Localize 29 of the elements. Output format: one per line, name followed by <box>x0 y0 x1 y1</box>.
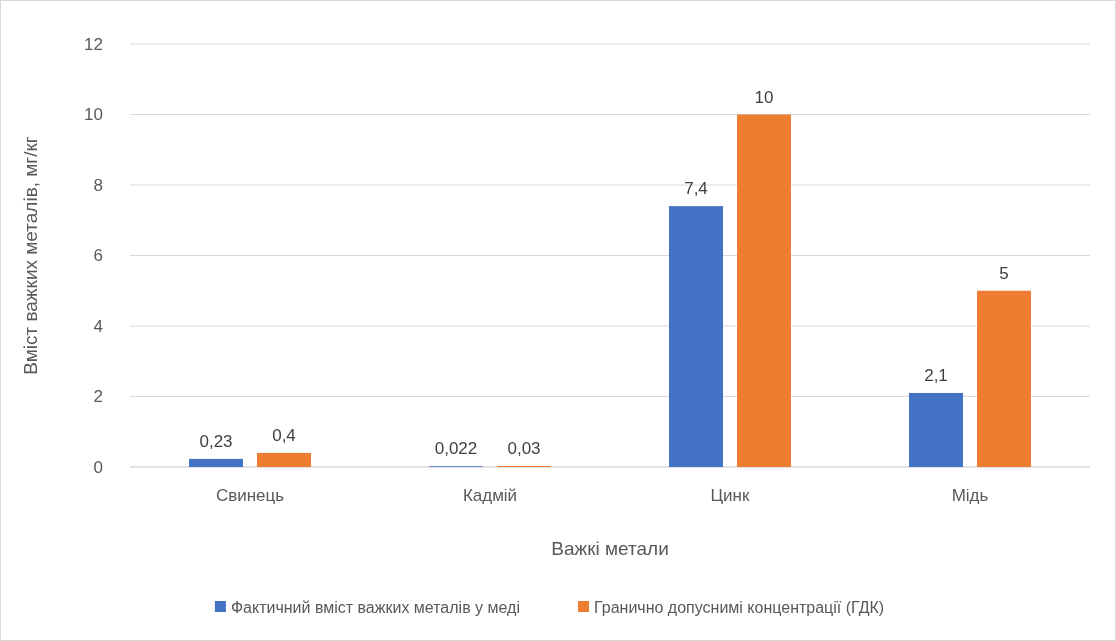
data-label: 0,022 <box>434 439 478 459</box>
data-label: 0,23 <box>199 431 233 451</box>
data-label: 0,4 <box>272 425 296 445</box>
data-label: 10 <box>754 87 774 107</box>
y-tick-label: 4 <box>93 316 103 336</box>
data-label: 5 <box>999 263 1009 283</box>
x-axis-title: Важкі метали <box>551 538 669 559</box>
x-tick-label: Мідь <box>951 486 989 505</box>
bar <box>737 114 791 467</box>
data-label: 0,03 <box>507 438 541 458</box>
y-tick-label: 0 <box>93 457 103 477</box>
y-tick-label: 6 <box>93 246 103 266</box>
legend-label: Гранично допуснимі концентрації (ГДК) <box>594 598 885 616</box>
legend-label: Фактичний вміст важких металів у меді <box>230 598 520 616</box>
x-tick-label: Кадмій <box>462 486 518 505</box>
bar <box>257 452 311 467</box>
y-tick-label: 2 <box>93 387 103 407</box>
data-label: 2,1 <box>924 365 948 385</box>
data-label: 7,4 <box>684 179 708 199</box>
x-tick-label: Свинець <box>215 486 285 505</box>
bar <box>669 206 723 467</box>
bar <box>909 392 963 467</box>
y-tick-label: 12 <box>84 34 103 54</box>
bar <box>189 458 243 467</box>
x-tick-label: Цинк <box>710 486 751 505</box>
y-axis-title: Вміст важких металів, мг/кг <box>20 136 41 375</box>
y-tick-label: 10 <box>84 105 103 125</box>
y-tick-label: 8 <box>93 175 103 195</box>
bar <box>977 290 1031 467</box>
